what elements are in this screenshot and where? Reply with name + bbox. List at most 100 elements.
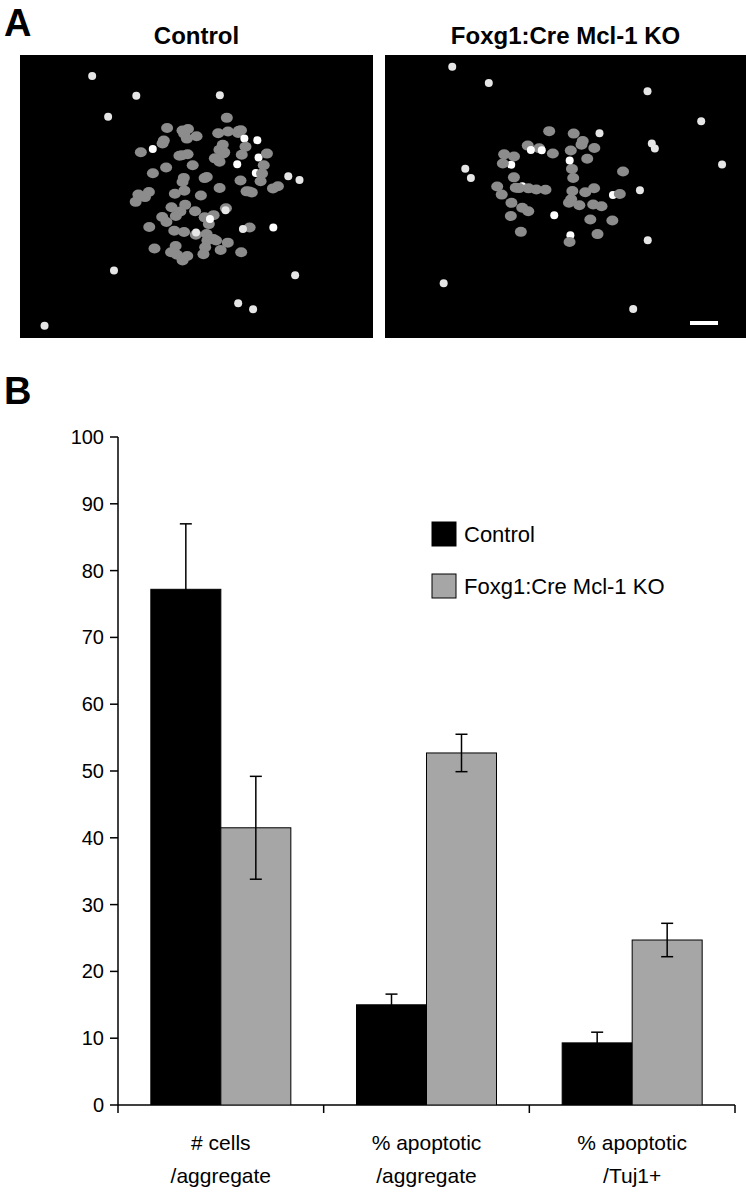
nucleus xyxy=(210,235,222,245)
legend-swatch xyxy=(432,522,456,546)
scattered-cell xyxy=(234,299,242,307)
y-tick xyxy=(110,436,118,438)
y-tick xyxy=(110,1037,118,1039)
nucleus xyxy=(253,136,261,144)
error-stem xyxy=(596,1032,598,1053)
nuclei xyxy=(41,72,304,330)
nucleus xyxy=(187,160,199,170)
label-line: # cells xyxy=(191,1131,251,1154)
nucleus xyxy=(563,198,575,208)
bar xyxy=(357,1005,427,1105)
error-cap xyxy=(386,993,398,995)
error-bar xyxy=(386,994,398,1015)
y-tick-label: 80 xyxy=(82,560,104,582)
nucleus xyxy=(195,191,207,201)
nucleus xyxy=(522,206,534,216)
error-stem xyxy=(461,734,463,771)
error-bar xyxy=(456,734,468,771)
scattered-cell xyxy=(697,117,705,125)
nucleus xyxy=(189,206,201,216)
bar xyxy=(427,753,497,1105)
nucleus xyxy=(135,147,147,157)
nucleus xyxy=(168,226,180,236)
nucleus xyxy=(177,177,189,187)
error-cap xyxy=(386,1015,398,1017)
scattered-cell xyxy=(448,63,456,71)
nucleus xyxy=(221,113,233,123)
y-tick-label: 50 xyxy=(82,760,104,782)
image-title: Foxg1:Cre Mcl-1 KO xyxy=(451,22,680,49)
legend-label: Control xyxy=(464,522,535,547)
plot-area xyxy=(151,524,702,1105)
nucleus xyxy=(505,198,517,208)
error-bar xyxy=(591,1032,603,1053)
scattered-cell xyxy=(636,186,644,194)
nucleus xyxy=(527,146,535,154)
scattered-cell xyxy=(284,172,292,180)
scattered-cell xyxy=(485,79,493,87)
scale-bar xyxy=(690,321,718,325)
nucleus xyxy=(182,149,194,159)
nucleus xyxy=(614,189,626,199)
x-tick-label: # cells/aggregate xyxy=(171,1131,271,1187)
nucleus xyxy=(176,126,188,136)
bar xyxy=(632,940,702,1105)
y-tick xyxy=(110,1104,118,1106)
y-tick xyxy=(110,570,118,572)
scattered-cell xyxy=(461,165,469,173)
scattered-cell xyxy=(644,236,652,244)
error-cap xyxy=(250,878,262,880)
nucleus xyxy=(543,126,555,136)
error-cap xyxy=(591,1031,603,1033)
x-tick-label: % apoptotic/Tuj1+ xyxy=(577,1131,687,1187)
scattered-cell xyxy=(596,129,604,137)
nucleus xyxy=(568,129,580,139)
nucleus xyxy=(573,200,585,210)
x-tick xyxy=(734,1105,736,1113)
nucleus xyxy=(132,190,144,200)
image-background xyxy=(20,55,373,338)
scattered-cell xyxy=(651,144,659,152)
scattered-cell xyxy=(467,174,475,182)
nucleus xyxy=(550,211,558,219)
nucleus xyxy=(513,183,525,193)
scattered-cell xyxy=(291,271,299,279)
scattered-cell xyxy=(110,266,118,274)
nucleus xyxy=(269,223,277,231)
scattered-cell xyxy=(239,225,247,233)
nucleus xyxy=(566,164,578,174)
nucleus xyxy=(515,227,527,237)
scattered-cell xyxy=(104,113,112,121)
nucleus xyxy=(564,237,576,247)
error-cap xyxy=(180,523,192,525)
nucleus xyxy=(567,173,579,183)
x-tick-label: % apoptotic/aggregate xyxy=(372,1131,482,1187)
scattered-cell xyxy=(295,176,303,184)
nucleus xyxy=(576,140,588,150)
nucleus xyxy=(239,142,251,152)
nucleus xyxy=(240,134,248,142)
nucleus xyxy=(165,247,177,257)
label-line: /aggregate xyxy=(376,1164,476,1187)
nucleus xyxy=(566,186,578,196)
y-tick-label: 90 xyxy=(82,493,104,515)
image-background xyxy=(385,55,746,338)
error-stem xyxy=(185,524,187,655)
nucleus xyxy=(530,184,542,194)
micrograph xyxy=(385,55,746,338)
nucleus xyxy=(147,168,159,178)
x-tick xyxy=(323,1105,325,1113)
nucleus xyxy=(149,244,161,254)
error-cap xyxy=(456,734,468,736)
nucleus xyxy=(617,167,629,177)
scattered-cell xyxy=(440,279,448,287)
error-stem xyxy=(255,776,257,879)
nucleus xyxy=(156,212,168,222)
error-bar xyxy=(180,524,192,655)
y-tick xyxy=(110,703,118,705)
nucleus xyxy=(235,125,247,135)
nucleus xyxy=(588,183,600,193)
scattered-cell xyxy=(41,322,49,330)
y-tick xyxy=(110,770,118,772)
error-cap xyxy=(661,923,673,925)
